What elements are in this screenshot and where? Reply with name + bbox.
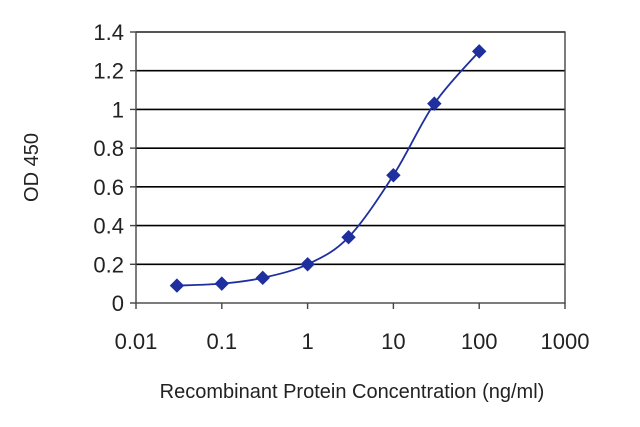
data-point-5 bbox=[386, 168, 401, 183]
y-axis-ticks: 0 0.2 0.4 0.6 0.8 1 1.2 1.4 bbox=[93, 20, 136, 316]
x-tick-label-0: 0.01 bbox=[115, 329, 158, 354]
y-tick-label-7: 1.4 bbox=[93, 20, 124, 45]
y-tick-label-1: 0.2 bbox=[93, 252, 124, 277]
series-curve bbox=[176, 50, 480, 287]
y-tick-label-5: 1 bbox=[112, 97, 124, 122]
y-tick-label-3: 0.6 bbox=[93, 175, 124, 200]
x-axis-ticks: 0.01 0.1 1 10 100 1000 bbox=[115, 303, 590, 354]
x-tick-label-2: 1 bbox=[301, 329, 313, 354]
data-point-0 bbox=[169, 278, 185, 293]
data-markers bbox=[169, 44, 487, 293]
plot-frame bbox=[135, 31, 566, 304]
data-point-3 bbox=[300, 257, 315, 272]
y-tick-label-4: 0.8 bbox=[93, 136, 124, 161]
x-tick-label-1: 0.1 bbox=[207, 329, 238, 354]
x-tick-label-3: 10 bbox=[381, 329, 405, 354]
y-axis-title: OD 450 bbox=[21, 133, 43, 202]
y-tick-label-6: 1.2 bbox=[93, 59, 124, 84]
data-point-4 bbox=[341, 229, 356, 245]
data-point-7 bbox=[471, 44, 487, 59]
x-tick-label-5: 1000 bbox=[541, 329, 590, 354]
data-point-2 bbox=[255, 270, 270, 286]
data-point-6 bbox=[427, 96, 442, 111]
x-tick-label-4: 100 bbox=[461, 329, 498, 354]
y-tick-label-2: 0.4 bbox=[93, 214, 124, 239]
x-axis-title: Recombinant Protein Concentration (ng/ml… bbox=[160, 381, 545, 403]
gridlines bbox=[136, 31, 565, 266]
y-tick-label-0: 0 bbox=[112, 291, 124, 316]
data-point-1 bbox=[214, 276, 230, 291]
